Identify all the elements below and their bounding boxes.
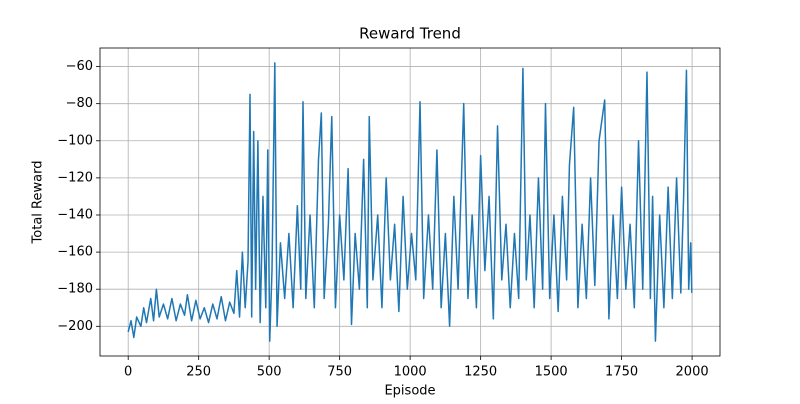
y-tick-label: −120 [57, 170, 93, 185]
x-tick-label: 1750 [605, 365, 638, 380]
x-axis-label: Episode [384, 384, 435, 399]
x-tick-label: 1000 [394, 365, 427, 380]
plot-area [100, 48, 720, 356]
x-tick-label: 1250 [464, 365, 497, 380]
x-tick-label: 2000 [676, 365, 709, 380]
y-tick-label: −60 [66, 59, 93, 74]
y-axis-label: Total Reward [31, 161, 46, 245]
x-tick-label: 0 [124, 365, 132, 380]
x-tick-label: 750 [327, 365, 352, 380]
y-tick-label: −140 [57, 207, 93, 222]
y-tick-label: −180 [57, 282, 93, 297]
y-tick-label: −160 [57, 245, 93, 260]
y-tick-label: −100 [57, 133, 93, 148]
x-tick-label: 1500 [535, 365, 568, 380]
y-tick-label: −200 [57, 319, 93, 334]
x-tick-label: 250 [186, 365, 211, 380]
data-line [127, 62, 693, 342]
chart-title: Reward Trend [359, 25, 461, 43]
x-tick-label: 500 [257, 365, 282, 380]
y-tick-label: −80 [66, 96, 93, 111]
